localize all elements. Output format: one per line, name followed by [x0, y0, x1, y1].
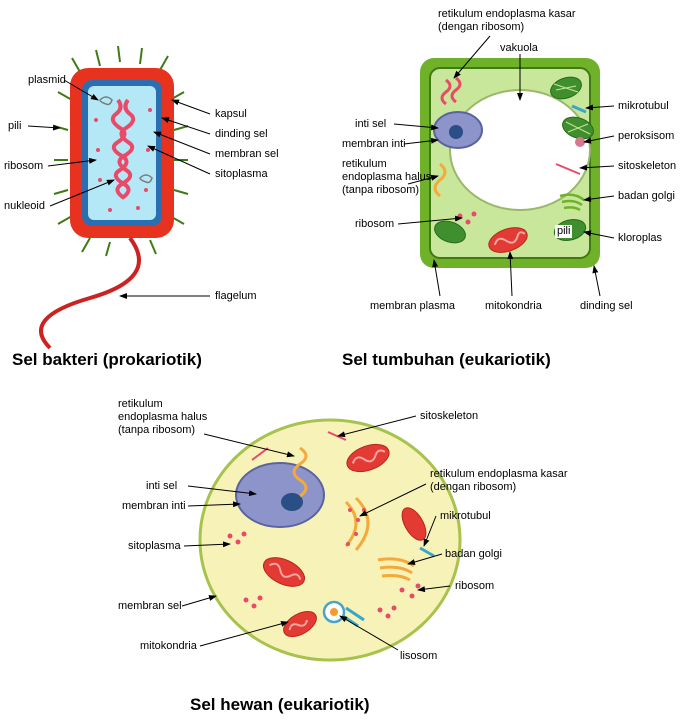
- animal-cell: [182, 416, 460, 660]
- label-an-ribosom: ribosom: [455, 580, 494, 593]
- label-pl-er-rough: retikulum endoplasma kasar (dengan ribos…: [438, 8, 576, 34]
- label-an-er-rough: retikulum endoplasma kasar (dengan ribos…: [430, 468, 568, 494]
- title-plant: Sel tumbuhan (eukariotik): [342, 350, 551, 370]
- label-bact-flagelum: flagelum: [215, 290, 257, 303]
- label-an-er-smooth: retikulum endoplasma halus (tanpa riboso…: [118, 398, 207, 438]
- label-an-golgi: badan golgi: [445, 548, 502, 561]
- label-pl-sitoskel: sitoskeleton: [618, 160, 676, 173]
- label-pl-pili: pili: [555, 225, 572, 238]
- label-bact-membran: membran sel: [215, 148, 279, 161]
- label-pl-mem-inti: membran inti: [342, 138, 406, 151]
- label-pl-er-smooth: retikulum endoplasma halus (tanpa riboso…: [342, 158, 431, 198]
- title-animal: Sel hewan (eukariotik): [190, 695, 370, 715]
- label-pl-mitok: mitokondria: [485, 300, 542, 313]
- label-bact-dinding: dinding sel: [215, 128, 268, 141]
- label-pl-perox: peroksisom: [618, 130, 674, 143]
- label-pl-dinding: dinding sel: [580, 300, 633, 313]
- label-pl-vakuola: vakuola: [500, 42, 538, 55]
- label-pl-ribosom: ribosom: [355, 218, 394, 231]
- label-an-mikro: mikrotubul: [440, 510, 491, 523]
- label-an-mitok: mitokondria: [140, 640, 197, 653]
- label-bact-ribosom: ribosom: [4, 160, 43, 173]
- label-an-sitoskel: sitoskeleton: [420, 410, 478, 423]
- label-pl-kloro: kloroplas: [618, 232, 662, 245]
- label-pl-mem-plasma: membran plasma: [370, 300, 455, 313]
- label-bact-pili: pili: [8, 120, 21, 133]
- title-bacteria: Sel bakteri (prokariotik): [12, 350, 202, 370]
- label-an-lisosom: lisosom: [400, 650, 437, 663]
- label-bact-sito: sitoplasma: [215, 168, 268, 181]
- label-bact-plasmid: plasmid: [28, 74, 66, 87]
- label-an-mem-inti: membran inti: [122, 500, 186, 513]
- bacteria-cell: [28, 46, 210, 348]
- label-bact-kapsul: kapsul: [215, 108, 247, 121]
- label-an-inti: inti sel: [146, 480, 177, 493]
- label-bact-nukleoid: nukleoid: [4, 200, 45, 213]
- label-pl-golgi: badan golgi: [618, 190, 675, 203]
- label-pl-mikro: mikrotubul: [618, 100, 669, 113]
- label-pl-inti: inti sel: [355, 118, 386, 131]
- label-an-mem-sel: membran sel: [118, 600, 182, 613]
- label-an-sito: sitoplasma: [128, 540, 181, 553]
